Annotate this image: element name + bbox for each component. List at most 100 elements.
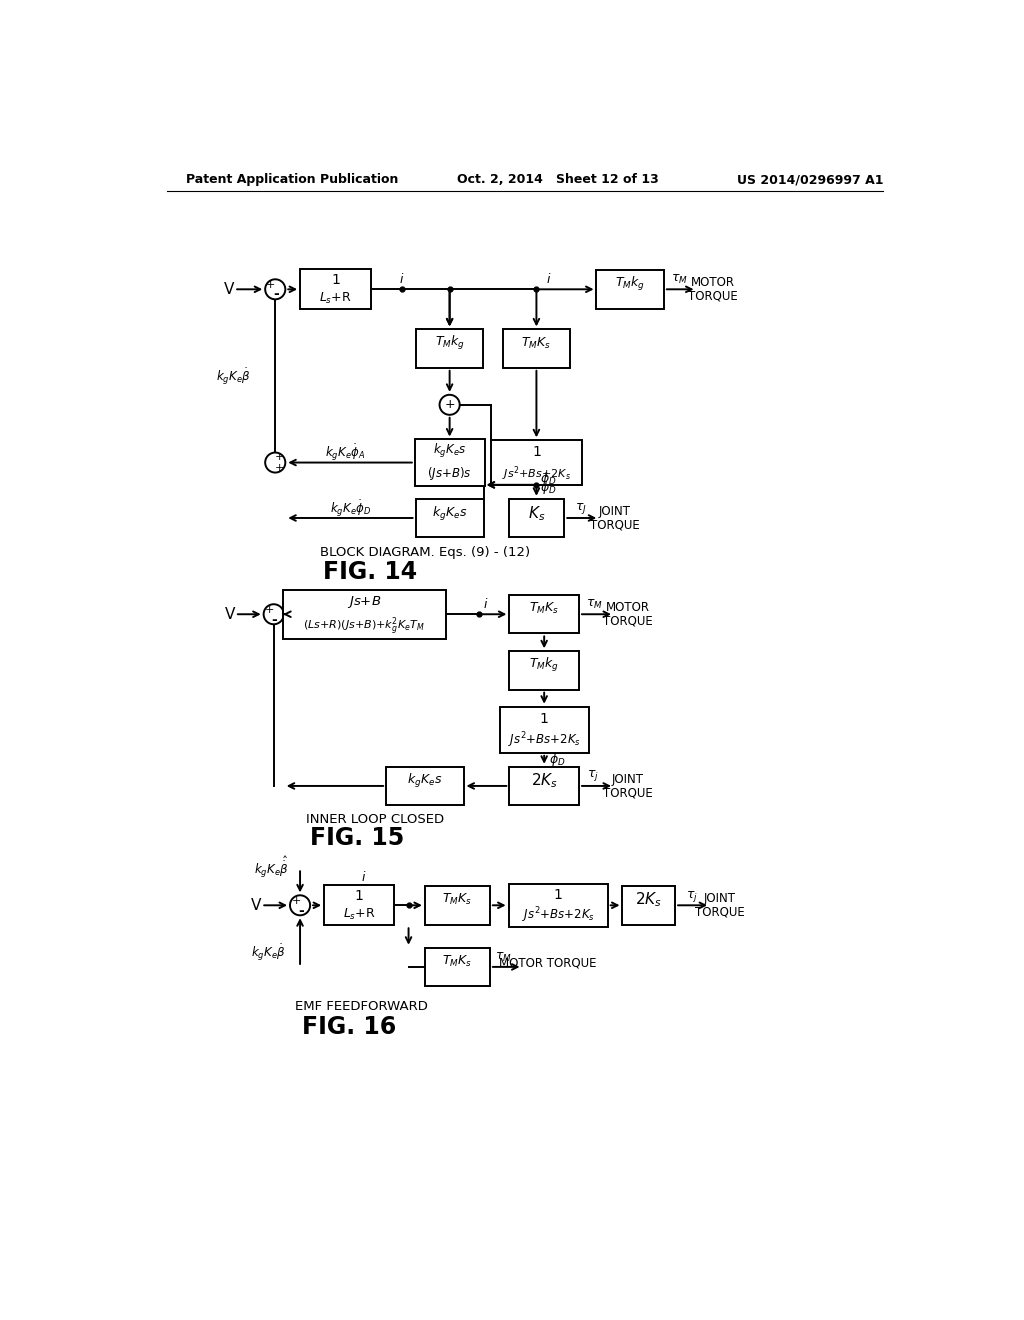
Text: V: V <box>251 898 261 913</box>
Bar <box>500 706 589 752</box>
Text: INNER LOOP CLOSED: INNER LOOP CLOSED <box>306 813 444 825</box>
Bar <box>415 440 484 486</box>
Text: BLOCK DIAGRAM. Eqs. (9) - (12): BLOCK DIAGRAM. Eqs. (9) - (12) <box>321 546 530 560</box>
Text: Patent Application Publication: Patent Application Publication <box>186 173 398 186</box>
Text: $T_M k_g$: $T_M k_g$ <box>615 275 645 293</box>
Text: MOTOR: MOTOR <box>691 276 735 289</box>
Text: 1: 1 <box>532 445 541 459</box>
Text: $k_g K_e \dot\beta$: $k_g K_e \dot\beta$ <box>216 366 251 387</box>
Text: 1: 1 <box>331 273 340 286</box>
Bar <box>503 330 570 368</box>
Text: $(Ls$+$R)(Js$+$B)$+$k_g^2 K_e T_M$: $(Ls$+$R)(Js$+$B)$+$k_g^2 K_e T_M$ <box>303 615 425 638</box>
Bar <box>509 595 579 634</box>
Text: +: + <box>265 605 274 615</box>
Text: $k_g K_e \dot\beta$: $k_g K_e \dot\beta$ <box>252 942 286 964</box>
Text: $\tau_M$: $\tau_M$ <box>586 598 603 611</box>
Bar <box>283 590 445 639</box>
Bar <box>509 884 607 927</box>
Text: V: V <box>223 281 233 297</box>
Text: $k_g K_e s$: $k_g K_e s$ <box>432 506 467 523</box>
Text: $2K_s$: $2K_s$ <box>530 771 558 789</box>
Bar <box>509 499 564 537</box>
Text: Oct. 2, 2014   Sheet 12 of 13: Oct. 2, 2014 Sheet 12 of 13 <box>458 173 659 186</box>
Text: $T_M K_s$: $T_M K_s$ <box>442 954 472 969</box>
Bar <box>386 767 464 805</box>
Bar <box>324 886 394 925</box>
Bar <box>623 886 675 924</box>
Text: $T_M K_s$: $T_M K_s$ <box>442 892 472 907</box>
Text: +: + <box>266 280 275 289</box>
Bar <box>300 269 372 309</box>
Text: $k_g K_e s$: $k_g K_e s$ <box>433 442 466 461</box>
Text: 1: 1 <box>354 888 364 903</box>
Text: +: + <box>274 463 284 473</box>
Text: +: + <box>292 896 301 906</box>
Bar <box>425 886 489 924</box>
Text: $L_s$+R: $L_s$+R <box>319 292 352 306</box>
Text: 1: 1 <box>554 888 562 902</box>
Text: $Js^2$+$Bs$+$2K_s$: $Js^2$+$Bs$+$2K_s$ <box>502 463 571 483</box>
Bar <box>425 948 489 986</box>
Text: MOTOR: MOTOR <box>606 601 650 614</box>
Circle shape <box>265 453 286 473</box>
Text: i: i <box>399 273 403 286</box>
Text: $T_M K_s$: $T_M K_s$ <box>521 335 552 351</box>
Text: $(Js$+$B)s$: $(Js$+$B)s$ <box>427 465 472 482</box>
Text: TORQUE: TORQUE <box>590 519 640 532</box>
Circle shape <box>439 395 460 414</box>
Text: i: i <box>361 871 365 884</box>
Text: $L_s$+R: $L_s$+R <box>343 907 375 923</box>
Bar <box>509 651 579 689</box>
Text: $Js^2$+$Bs$+$2K_s$: $Js^2$+$Bs$+$2K_s$ <box>521 906 595 925</box>
Bar <box>416 330 483 368</box>
Text: +: + <box>274 453 284 462</box>
Text: i: i <box>546 273 550 286</box>
Text: FIG. 15: FIG. 15 <box>309 826 403 850</box>
Text: TORQUE: TORQUE <box>603 787 652 800</box>
Bar <box>490 441 583 484</box>
Text: $\phi_D$: $\phi_D$ <box>540 479 556 496</box>
Text: -: - <box>273 286 279 301</box>
Text: $k_g K_e \dot\phi_D$: $k_g K_e \dot\phi_D$ <box>330 499 371 519</box>
Circle shape <box>265 280 286 300</box>
Text: JOINT: JOINT <box>612 772 644 785</box>
Text: $K_s$: $K_s$ <box>527 504 545 524</box>
Text: EMF FEEDFORWARD: EMF FEEDFORWARD <box>295 1001 427 1014</box>
Text: $\tau_J$: $\tau_J$ <box>575 502 588 516</box>
Bar <box>597 271 664 309</box>
Text: $k_g K_e \hat{\dot\beta}$: $k_g K_e \hat{\dot\beta}$ <box>254 854 289 879</box>
Text: $k_g K_e \dot\phi_A$: $k_g K_e \dot\phi_A$ <box>325 442 366 463</box>
Text: $\tau_j$: $\tau_j$ <box>587 768 599 784</box>
Text: $Js^2$+$Bs$+$2K_s$: $Js^2$+$Bs$+$2K_s$ <box>508 731 581 750</box>
Circle shape <box>290 895 310 915</box>
Text: $T_M k_g$: $T_M k_g$ <box>529 656 559 675</box>
Text: $\phi_D$: $\phi_D$ <box>540 470 556 487</box>
Text: $T_M k_g$: $T_M k_g$ <box>434 334 465 352</box>
Text: $T_M K_s$: $T_M K_s$ <box>529 602 559 616</box>
Text: TORQUE: TORQUE <box>688 289 737 302</box>
Bar <box>416 499 483 537</box>
Text: $k_g K_e s$: $k_g K_e s$ <box>408 772 442 789</box>
Text: MOTOR TORQUE: MOTOR TORQUE <box>500 957 597 970</box>
Text: $Js$+$B$: $Js$+$B$ <box>347 594 382 610</box>
Text: $\tau_M$: $\tau_M$ <box>496 952 512 964</box>
Text: US 2014/0296997 A1: US 2014/0296997 A1 <box>737 173 884 186</box>
Text: $\tau_j$: $\tau_j$ <box>686 888 698 904</box>
Circle shape <box>263 605 284 624</box>
Text: -: - <box>271 612 278 627</box>
Text: JOINT: JOINT <box>599 504 631 517</box>
Text: TORQUE: TORQUE <box>695 906 745 919</box>
Text: V: V <box>225 607 236 622</box>
Text: $\phi_D$: $\phi_D$ <box>549 751 565 768</box>
Text: FIG. 14: FIG. 14 <box>323 560 417 583</box>
Text: -: - <box>298 904 304 917</box>
Text: 1: 1 <box>540 711 549 726</box>
Text: FIG. 16: FIG. 16 <box>302 1015 396 1039</box>
Text: TORQUE: TORQUE <box>603 615 652 628</box>
Text: $\tau_M$: $\tau_M$ <box>671 273 688 286</box>
Text: JOINT: JOINT <box>705 892 736 906</box>
Bar <box>509 767 579 805</box>
Text: $2K_s$: $2K_s$ <box>635 891 663 909</box>
Text: i: i <box>483 598 487 611</box>
Text: +: + <box>445 399 456 412</box>
